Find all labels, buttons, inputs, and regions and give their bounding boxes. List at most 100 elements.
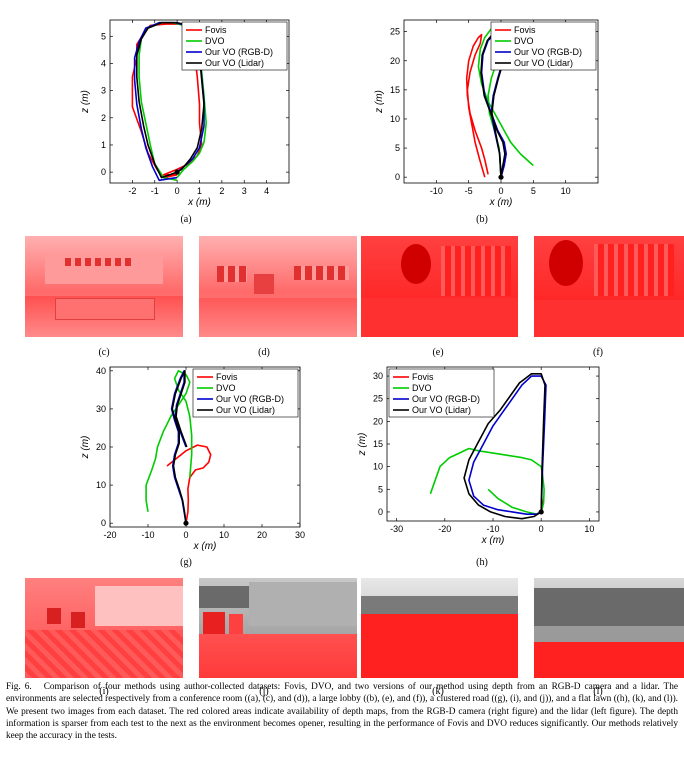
x-tick-label: 30 [295, 530, 305, 540]
x-tick-label: 0 [539, 524, 544, 534]
x-axis-label: x (m) [187, 197, 211, 208]
legend-label-dvo: DVO [216, 383, 236, 393]
lobby-photo [534, 236, 684, 337]
legend-label-fovis: Fovis [514, 25, 536, 35]
caption-text: Comparison of four methods using author-… [6, 682, 678, 742]
panel-label-l: (l) [593, 686, 603, 697]
road-photo [25, 578, 183, 678]
series-line-fovis [465, 33, 489, 178]
x-tick-label: 4 [264, 186, 269, 196]
y-tick-label: 20 [96, 442, 106, 452]
x-tick-label: -2 [128, 186, 136, 196]
panel-label-h: (h) [476, 557, 488, 568]
x-axis-label: x (m) [481, 535, 505, 546]
y-tick-label: 2 [101, 113, 106, 123]
conference-room-photo [25, 236, 183, 337]
y-axis-label: z (m) [374, 90, 385, 114]
x-tick-label: -1 [151, 186, 159, 196]
x-tick-label: 10 [584, 524, 594, 534]
legend-label-lidar: Our VO (Lidar) [216, 405, 275, 415]
x-tick-label: 0 [183, 530, 188, 540]
y-tick-label: 10 [96, 480, 106, 490]
series-line-dvo [145, 369, 193, 512]
conference-room-photo [199, 236, 357, 337]
panel-label-k: (k) [432, 686, 444, 697]
series-line-lidar [463, 372, 546, 520]
y-tick-label: 30 [373, 371, 383, 381]
legend-label-fovis: Fovis [205, 25, 227, 35]
legend-label-dvo: DVO [514, 36, 534, 46]
legend-label-lidar: Our VO (Lidar) [205, 58, 264, 68]
panel-label-f: (f) [593, 347, 603, 358]
lobby-photo [361, 236, 518, 337]
x-tick-label: -5 [465, 186, 473, 196]
panel-label-d: (d) [258, 347, 270, 358]
x-tick-label: -10 [486, 524, 499, 534]
y-tick-label: 20 [390, 56, 400, 66]
panel-label-i: (i) [99, 686, 109, 697]
y-tick-label: 15 [390, 85, 400, 95]
legend-label-rgbd: Our VO (RGB-D) [216, 394, 284, 404]
panel-label-a: (a) [180, 214, 192, 225]
y-tick-label: 10 [390, 114, 400, 124]
caption-fig-label: Fig. 6. [6, 682, 32, 692]
y-tick-label: 20 [373, 416, 383, 426]
x-tick-label: 5 [531, 186, 536, 196]
legend-label-lidar: Our VO (Lidar) [514, 58, 573, 68]
x-tick-label: -10 [430, 186, 443, 196]
y-tick-label: 5 [378, 484, 383, 494]
x-tick-label: 10 [219, 530, 229, 540]
start-point-marker [183, 520, 189, 526]
series-line-lidar [136, 21, 205, 179]
y-tick-label: 30 [96, 404, 106, 414]
legend-label-dvo: DVO [205, 36, 225, 46]
series-line-rgbd [170, 369, 187, 524]
x-tick-label: 0 [498, 186, 503, 196]
y-tick-label: 3 [101, 86, 106, 96]
x-tick-label: 1 [197, 186, 202, 196]
x-tick-label: 10 [561, 186, 571, 196]
panel-label-b: (b) [476, 214, 488, 225]
series-line-fovis [166, 444, 212, 524]
series-line-lidar [171, 369, 188, 524]
y-tick-label: 0 [395, 172, 400, 182]
legend-label-lidar: Our VO (Lidar) [412, 405, 471, 415]
x-tick-label: 3 [242, 186, 247, 196]
y-tick-label: 5 [395, 143, 400, 153]
series-line-lidar [480, 31, 506, 178]
series-line-dvo [429, 447, 545, 516]
y-tick-label: 0 [101, 167, 106, 177]
start-point-marker [538, 509, 544, 515]
x-tick-label: 2 [219, 186, 224, 196]
legend-label-dvo: DVO [412, 383, 432, 393]
lawn-photo [534, 578, 684, 678]
start-point-marker [174, 169, 180, 175]
y-tick-label: 4 [101, 58, 106, 68]
y-tick-label: 10 [373, 462, 383, 472]
x-axis-label: x (m) [193, 541, 217, 552]
figure-caption: Fig. 6. Comparison of four methods using… [6, 681, 678, 742]
x-tick-label: -20 [438, 524, 451, 534]
panel-label-e: (e) [432, 347, 444, 358]
y-axis-label: z (m) [80, 436, 91, 460]
panel-label-c: (c) [98, 347, 110, 358]
road-photo [199, 578, 357, 678]
start-point-marker [498, 174, 504, 180]
y-tick-label: 15 [373, 439, 383, 449]
x-axis-label: x (m) [489, 197, 513, 208]
y-tick-label: 5 [101, 31, 106, 41]
x-tick-label: -10 [141, 530, 154, 540]
y-tick-label: 0 [101, 518, 106, 528]
y-tick-label: 1 [101, 140, 106, 150]
legend-label-fovis: Fovis [216, 372, 238, 382]
lawn-photo [361, 578, 518, 678]
y-tick-label: 0 [378, 507, 383, 517]
x-tick-label: -30 [390, 524, 403, 534]
y-tick-label: 25 [390, 27, 400, 37]
legend-label-rgbd: Our VO (RGB-D) [514, 47, 582, 57]
legend-label-rgbd: Our VO (RGB-D) [205, 47, 273, 57]
y-axis-label: z (m) [357, 433, 368, 457]
x-tick-label: 20 [257, 530, 267, 540]
y-tick-label: 25 [373, 394, 383, 404]
